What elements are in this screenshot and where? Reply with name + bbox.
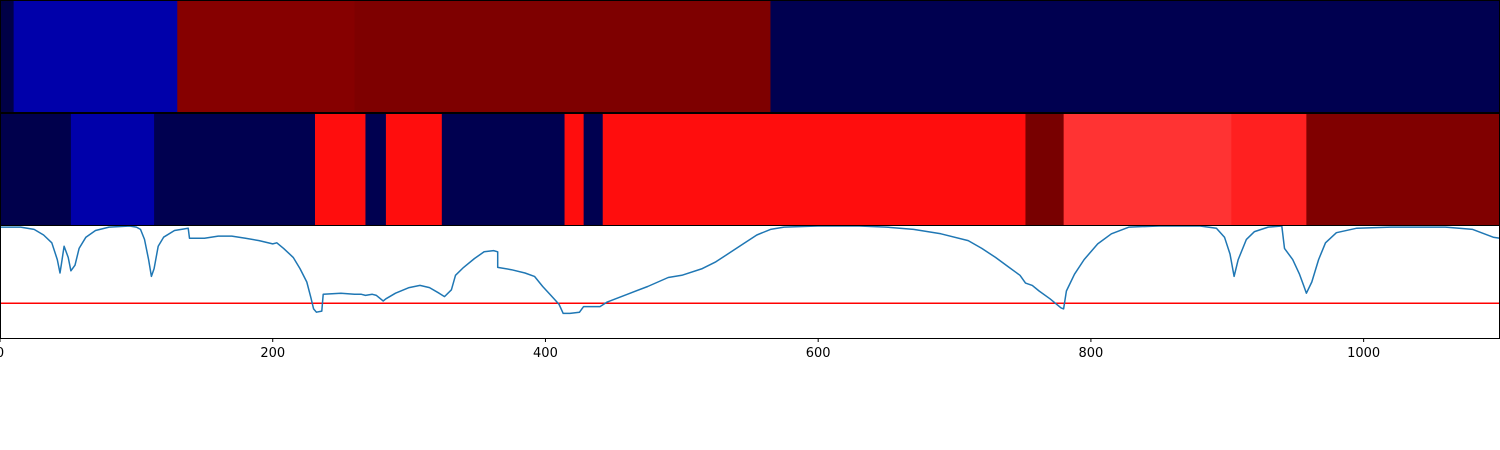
middle-strip-segment bbox=[386, 114, 442, 225]
middle-strip-segment bbox=[1025, 114, 1064, 225]
middle-strip-segment bbox=[1064, 114, 1232, 225]
top-strip-segment bbox=[14, 1, 178, 112]
middle-strip-segment bbox=[1306, 114, 1500, 225]
middle-color-strip bbox=[0, 114, 1500, 226]
plot-background bbox=[0, 226, 1500, 338]
x-tick-label: 200 bbox=[260, 346, 285, 361]
x-tick-label: 0 bbox=[0, 346, 4, 361]
middle-strip-segment bbox=[315, 114, 366, 225]
middle-strip-segment bbox=[365, 114, 386, 225]
top-strip-segment bbox=[0, 1, 14, 112]
x-axis: 0 200 400 600 800 1000 bbox=[0, 338, 1380, 361]
middle-strip-segment bbox=[603, 114, 1026, 225]
middle-strip-segment bbox=[71, 114, 155, 225]
top-strip-segment bbox=[770, 1, 1500, 112]
middle-strip-segment bbox=[0, 114, 71, 225]
top-color-strip bbox=[0, 1, 1500, 113]
x-tick-label: 800 bbox=[1078, 346, 1103, 361]
top-strip-segment bbox=[355, 1, 771, 112]
x-tick-label: 600 bbox=[806, 346, 831, 361]
middle-strip-segment bbox=[1231, 114, 1307, 225]
x-tick-label: 1000 bbox=[1347, 346, 1380, 361]
middle-strip-segment bbox=[584, 114, 604, 225]
bottom-line-plot bbox=[0, 226, 1500, 339]
top-strip-segment bbox=[177, 1, 355, 112]
x-tick-label: 400 bbox=[533, 346, 558, 361]
middle-strip-segment bbox=[442, 114, 565, 225]
middle-strip-segment bbox=[154, 114, 315, 225]
middle-strip-segment bbox=[565, 114, 585, 225]
